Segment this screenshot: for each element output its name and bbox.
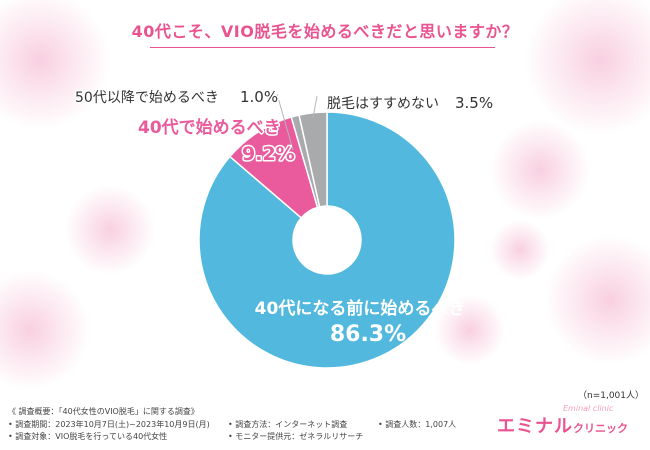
survey-overview: 《 調査概要：「40代女性のVIO脱毛」に関する調査》 xyxy=(8,407,199,416)
title-underline xyxy=(150,47,495,48)
slice-not-recommend xyxy=(298,111,328,208)
slice-label-before-40s: 40代になる前に始めるべき xyxy=(255,298,466,319)
leader-line-after-50s xyxy=(276,93,294,151)
value-label-not-recommend: 3.5% xyxy=(455,94,493,112)
survey-period: • 調査期間：2023年10月7日(土)~2023年10月9日(月) xyxy=(8,420,210,429)
logo-english: Eminal clinic xyxy=(563,404,614,413)
logo-main-text: エミナル xyxy=(497,416,573,437)
clinic-logo: Eminal clinic エミナルクリニック xyxy=(497,404,628,438)
slice-label-after-50s: 50代以降で始めるべき xyxy=(75,90,219,106)
sample-size-note: （n=1,001人） xyxy=(578,391,645,401)
value-label-in-40s: 9.2% xyxy=(242,143,295,165)
value-label-after-50s: 1.0% xyxy=(240,88,278,106)
logo-sub-text: クリニック xyxy=(573,422,628,435)
slice-before-40s xyxy=(198,111,456,369)
chart-title: 40代こそ、VIO脱毛を始めるべきだと思いますか？ xyxy=(131,22,519,41)
survey-provider: • モニター提供元：ゼネラルリサーチ xyxy=(228,432,364,441)
slice-label-not-recommend: 脱毛はすすめない xyxy=(327,96,439,112)
value-label-before-40s: 86.3% xyxy=(330,322,406,347)
survey-target: • 調査対象：VIO脱毛を行っている40代女性 xyxy=(8,432,168,441)
survey-method: • 調査方法：インターネット調査 xyxy=(228,420,348,429)
leader-line-not-recommend xyxy=(312,95,318,119)
slice-label-in-40s: 40代で始めるべき xyxy=(138,117,281,138)
survey-count: • 調査人数：1,007人 xyxy=(378,420,457,429)
